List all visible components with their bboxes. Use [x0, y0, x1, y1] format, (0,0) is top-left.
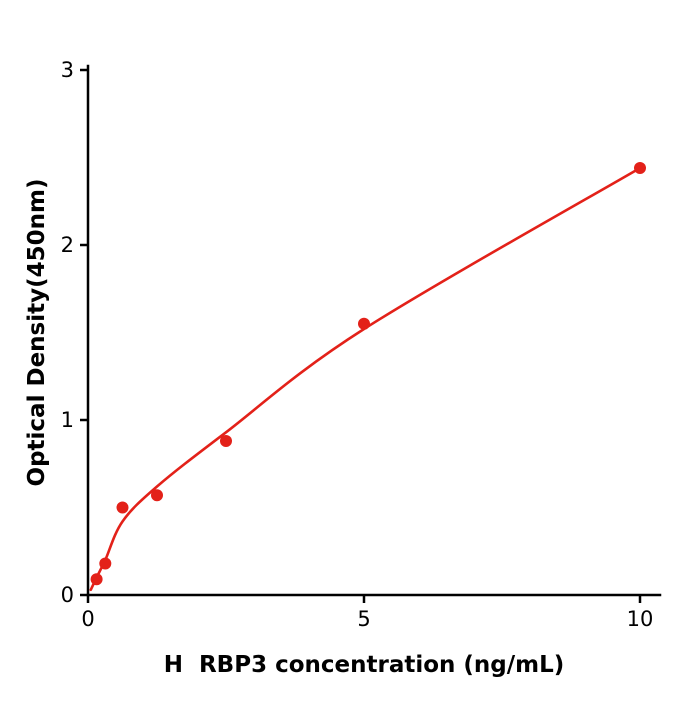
y-tick-label: 3	[61, 58, 74, 82]
data-points	[90, 162, 646, 586]
x-tick-label: 10	[627, 607, 654, 631]
x-axis-title: H RBP3 concentration (ng/mL)	[164, 652, 565, 678]
data-point	[99, 557, 112, 570]
x-tick-label: 5	[357, 607, 370, 631]
fit-curve	[89, 166, 642, 592]
y-tick-label: 2	[61, 233, 74, 257]
data-point	[151, 489, 163, 502]
axes	[80, 64, 662, 603]
fit-curve-path	[89, 166, 642, 592]
tick-labels: 0 5 10 0 1 2 3	[61, 58, 654, 631]
y-tick-label: 1	[61, 408, 74, 432]
data-point	[116, 501, 129, 514]
data-point	[220, 435, 232, 447]
y-axis-title: Optical Density(450nm)	[24, 179, 50, 487]
data-point	[634, 162, 646, 174]
data-point	[358, 317, 370, 330]
y-tick-label: 0	[61, 583, 74, 607]
data-point	[90, 573, 103, 586]
x-tick-label: 0	[81, 607, 94, 631]
